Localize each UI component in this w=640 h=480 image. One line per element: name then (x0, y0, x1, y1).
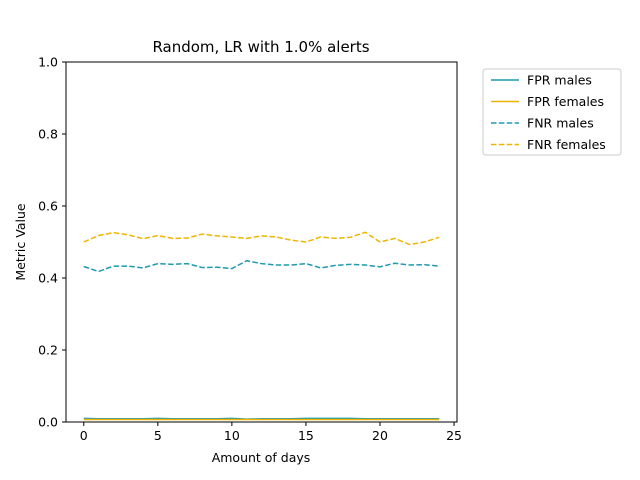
y-tick-label: 1.0 (38, 55, 58, 70)
x-tick-label: 5 (154, 428, 162, 443)
legend-label-fnr-males: FNR males (527, 116, 594, 131)
x-axis: 0 5 10 15 20 25 (80, 422, 462, 443)
x-axis-label: Amount of days (212, 450, 311, 465)
legend: FPR males FPR females FNR males FNR females (482, 68, 622, 156)
x-tick-label: 10 (224, 428, 240, 443)
x-tick-label: 0 (80, 428, 88, 443)
y-axis: 0.0 0.2 0.4 0.6 0.8 1.0 (38, 55, 66, 430)
legend-label-fpr-males: FPR males (527, 73, 592, 88)
x-tick-label: 20 (372, 428, 388, 443)
y-tick-label: 0.2 (38, 343, 58, 358)
y-tick-label: 0.4 (38, 271, 58, 286)
y-tick-label: 0.8 (38, 127, 58, 142)
series-line-fnr-females (83, 231, 440, 246)
chart-title: Random, LR with 1.0% alerts (152, 38, 369, 56)
y-tick-label: 0.0 (38, 415, 58, 430)
x-tick-label: 25 (446, 428, 462, 443)
series-line-fnr-males (83, 259, 440, 273)
plot-area (83, 231, 440, 421)
y-axis-label: Metric Value (13, 203, 28, 280)
plot-frame (65, 61, 458, 423)
legend-label-fpr-females: FPR females (527, 94, 604, 109)
legend-frame (482, 68, 622, 156)
legend-label-fnr-females: FNR females (527, 137, 606, 152)
x-tick-label: 15 (298, 428, 314, 443)
y-tick-label: 0.6 (38, 199, 58, 214)
